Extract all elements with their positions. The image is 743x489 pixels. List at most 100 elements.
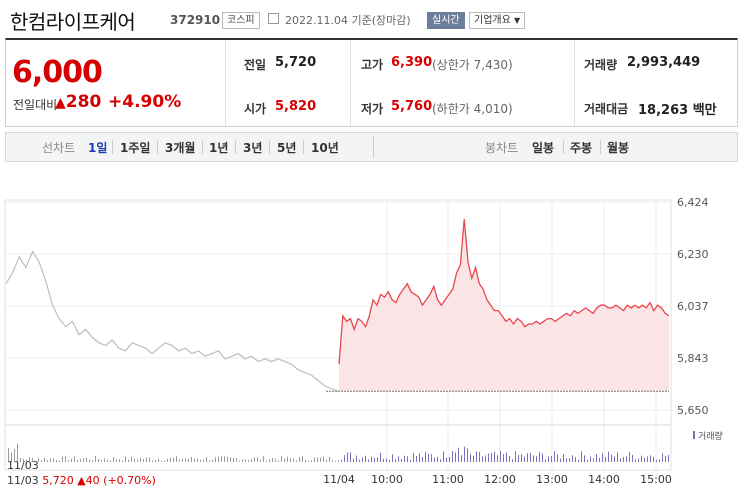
volume-bar <box>284 458 285 462</box>
volume-bar <box>41 459 42 462</box>
volume-bar <box>626 456 627 462</box>
volume-bar <box>203 459 204 462</box>
tab-3y[interactable]: 3년 <box>243 141 263 155</box>
volume-bar <box>131 456 132 462</box>
volume-bar <box>521 454 522 462</box>
volume-bar <box>197 458 198 462</box>
volume-bar <box>557 454 558 462</box>
volume-bar <box>554 451 555 462</box>
volume-bar <box>419 453 420 462</box>
volume-bar <box>173 457 174 462</box>
volume-bar <box>449 457 450 462</box>
volume-bar <box>356 455 357 462</box>
calendar-icon <box>268 13 279 24</box>
price-chart[interactable]: 6,424 6,230 6,037 5,843 5,650 11/04 10:00 11:0… <box>0 180 743 489</box>
divider <box>350 40 351 126</box>
volume-bar <box>431 454 432 462</box>
volume-bar <box>56 460 57 462</box>
volume-bar <box>530 452 531 462</box>
volume-bar <box>473 455 474 462</box>
volume-bar <box>566 458 567 462</box>
volume-bar <box>332 460 333 462</box>
volume-bar <box>533 455 534 462</box>
prev-close-value: 5,720 <box>275 55 317 70</box>
volume-bar <box>503 454 504 462</box>
volume-bar <box>206 457 207 462</box>
volume-bar <box>152 460 153 462</box>
volume-bar <box>476 451 477 462</box>
open-value: 5,820 <box>275 99 317 114</box>
volume-bar <box>107 459 108 462</box>
company-info-dropdown[interactable]: 기업개요 ▼ <box>469 12 526 29</box>
volume-bar <box>359 459 360 462</box>
volume-bar <box>425 451 426 462</box>
volume-bar <box>23 458 24 462</box>
volume-bar <box>458 447 459 462</box>
volume-bar <box>410 459 411 462</box>
volume-bar <box>662 453 663 462</box>
volume-bar <box>608 451 609 462</box>
volume-bar <box>518 455 519 462</box>
x-tick-label: 11/04 <box>323 473 355 486</box>
high-value: 6,390 <box>391 55 433 70</box>
volume-bar <box>509 456 510 462</box>
tab-1y[interactable]: 1년 <box>209 141 229 155</box>
volume-bar <box>236 458 237 462</box>
y-tick-label: 6,037 <box>677 300 709 313</box>
volume-bar <box>272 458 273 462</box>
y-tick-label: 5,843 <box>677 352 709 365</box>
volume-bar <box>101 459 102 462</box>
volume-bar <box>362 457 363 462</box>
volume-bar <box>176 456 177 462</box>
amount-label: 거래대금 <box>584 102 629 116</box>
volume-bar <box>377 457 378 462</box>
divider <box>303 140 304 154</box>
volume-bar <box>158 458 159 462</box>
tab-10y[interactable]: 10년 <box>311 141 339 155</box>
volume-bar <box>59 460 60 462</box>
volume-bar <box>161 460 162 462</box>
volume-bar <box>635 459 636 462</box>
tab-1d[interactable]: 1일 <box>88 141 108 155</box>
high-label: 고가 <box>361 58 384 72</box>
volume-bar <box>569 458 570 462</box>
tab-monthly[interactable]: 월봉 <box>607 141 630 155</box>
volume-bar <box>290 458 291 462</box>
volume-bar <box>74 456 75 462</box>
realtime-button[interactable]: 실시간 <box>427 12 465 29</box>
volume-bar <box>620 458 621 462</box>
volume-bar <box>548 456 549 462</box>
volume-bar <box>80 458 81 462</box>
volume-bar <box>629 451 630 462</box>
volume-bar <box>404 455 405 462</box>
tab-3m[interactable]: 3개월 <box>165 141 196 155</box>
market-badge: 코스피 <box>222 12 260 29</box>
tab-weekly[interactable]: 주봉 <box>570 141 593 155</box>
volume-bar <box>584 455 585 462</box>
divider <box>373 136 374 158</box>
volume-bar <box>392 454 393 462</box>
volume-bar <box>308 460 309 462</box>
divider <box>600 140 601 154</box>
upper-limit: (상한가 7,430) <box>432 58 513 72</box>
volume-bar <box>485 455 486 462</box>
volume-bar <box>542 453 543 462</box>
divider <box>269 140 270 154</box>
volume-bar <box>257 457 258 462</box>
volume-bar <box>326 459 327 462</box>
volume-bar <box>461 455 462 462</box>
volume-bar <box>455 452 456 462</box>
volume-bar <box>590 456 591 462</box>
volume-bar <box>440 459 441 462</box>
volume-bar <box>32 457 33 462</box>
volume-bar <box>11 452 12 462</box>
volume-bar <box>137 459 138 462</box>
volume-bar <box>188 458 189 462</box>
volume-bar <box>194 458 195 462</box>
tab-1w[interactable]: 1주일 <box>120 141 151 155</box>
tab-daily[interactable]: 일봉 <box>532 141 555 155</box>
tab-5y[interactable]: 5년 <box>277 141 297 155</box>
volume-bar <box>470 453 471 462</box>
volume-bar <box>422 456 423 462</box>
low-label: 저가 <box>361 102 384 116</box>
